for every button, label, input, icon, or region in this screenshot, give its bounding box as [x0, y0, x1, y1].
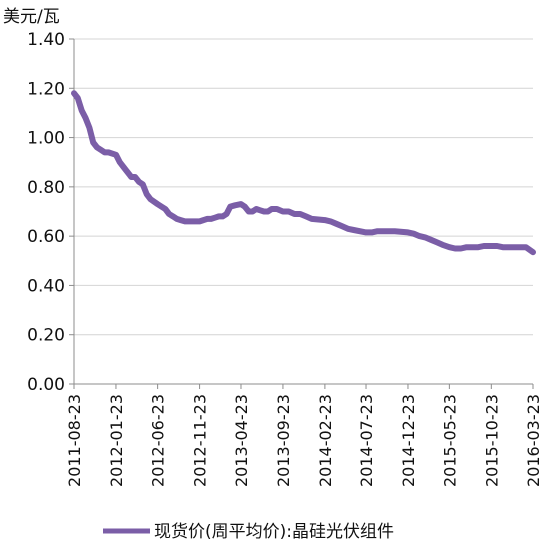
y-tick-label: 0.60	[27, 227, 65, 247]
y-tick-labels: 0.00 0.20 0.40 0.60 0.80 1.00 1.20 1.40	[27, 30, 65, 395]
y-tick-label: 0.00	[27, 375, 65, 395]
y-unit-label: 美元/瓦	[3, 7, 60, 27]
axes	[69, 38, 534, 389]
series-lines	[71, 90, 536, 256]
y-tick-label: 1.40	[27, 30, 65, 50]
x-tick-label: 2014-12-23	[399, 394, 418, 487]
x-tick-label: 2012-11-23	[191, 394, 210, 487]
y-tick-label: 1.00	[27, 129, 65, 149]
x-tick-label: 2011-08-23	[65, 394, 84, 487]
gridlines	[74, 38, 533, 336]
x-tick-label: 2016-03-23	[524, 394, 543, 487]
x-tick-label: 2015-05-23	[440, 394, 459, 487]
y-tick-label: 0.20	[27, 326, 65, 346]
x-tick-label: 2012-06-23	[149, 394, 168, 487]
legend: 现货价(周平均价):晶硅光伏组件	[103, 522, 394, 542]
y-tick-label: 1.20	[27, 79, 65, 99]
x-tick-label: 2014-07-23	[357, 394, 376, 487]
legend-label: 现货价(周平均价):晶硅光伏组件	[154, 522, 394, 542]
x-tick-labels: 2011-08-23 2012-01-23 2012-06-23 2012-11-23…	[65, 394, 543, 487]
x-tick-label: 2012-01-23	[107, 394, 126, 487]
x-tick-label: 2014-02-23	[316, 394, 335, 487]
series-line	[71, 90, 536, 256]
x-tick-label: 2013-09-23	[274, 394, 293, 487]
x-tick-label: 2013-04-23	[232, 394, 251, 487]
y-tick-label: 0.40	[27, 276, 65, 296]
x-tick-label: 2015-10-23	[482, 394, 501, 487]
y-tick-label: 0.80	[27, 178, 65, 198]
